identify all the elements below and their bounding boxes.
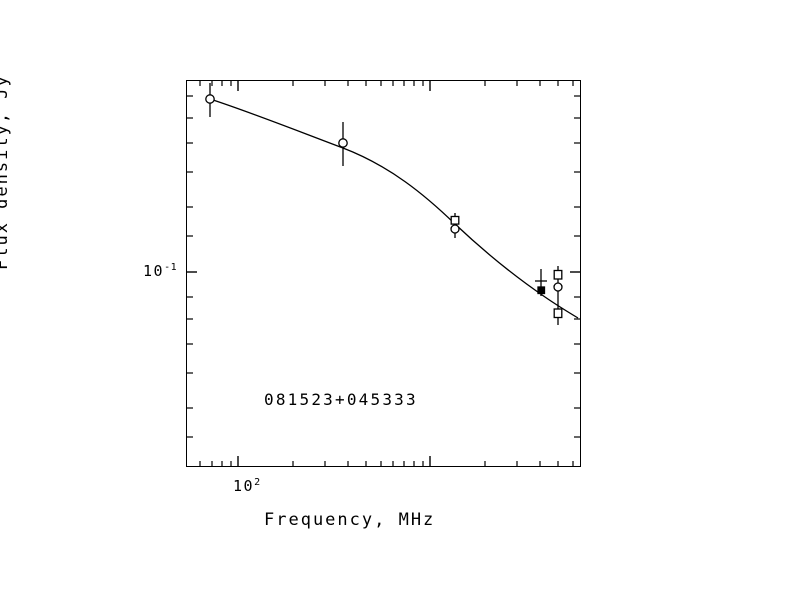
y-tick-label-0-1: 10-1 <box>143 262 178 280</box>
plot-frame <box>186 80 581 467</box>
y-axis-title: Flux density, Jy <box>0 74 12 270</box>
x-axis-ticks-top <box>199 80 574 91</box>
x-axis-ticks-bottom <box>199 456 574 467</box>
data-point-1400mhz-circle <box>553 282 563 292</box>
y-axis-ticks-left <box>186 95 197 438</box>
data-point-327mhz-b <box>450 224 460 234</box>
x-tick-label-100: 102 <box>233 477 261 495</box>
data-point-843mhz-filled <box>537 286 546 295</box>
y-axis-ticks-right <box>570 95 581 438</box>
data-point-1400mhz-lower-square <box>553 308 563 319</box>
data-point-74mhz <box>205 83 215 117</box>
source-name-label: 081523+045333 <box>264 390 418 409</box>
fitted-spectrum-curve <box>209 98 579 319</box>
x-axis-title: Frequency, MHz <box>264 510 436 530</box>
data-point-151mhz <box>338 122 348 166</box>
